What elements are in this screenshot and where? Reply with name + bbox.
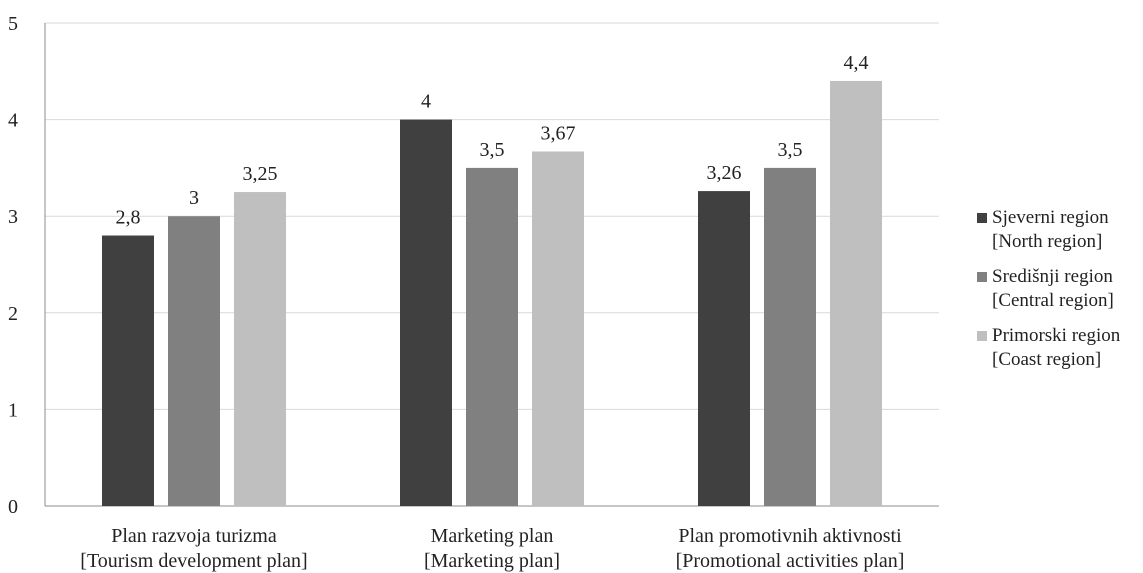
y-tick-label: 2 <box>8 303 18 325</box>
legend-item-coast: Primorski region [Coast region] <box>976 324 1143 372</box>
legend-swatch-coast <box>977 331 987 341</box>
legend-label-north: Sjeverni region <box>992 207 1109 228</box>
data-label: 3,5 <box>480 139 505 161</box>
bar <box>168 216 220 506</box>
category-label: [Promotional activities plan] <box>676 550 905 572</box>
chart-legend: Sjeverni region [North region] Središnji… <box>976 206 1143 383</box>
category-label: Plan razvoja turizma <box>111 525 277 547</box>
bar <box>400 119 452 506</box>
data-label: 3,5 <box>778 139 803 161</box>
legend-item-central: Središnji region [Central region] <box>976 265 1143 313</box>
category-label: [Tourism development plan] <box>80 550 307 572</box>
bar <box>830 80 882 507</box>
category-label: Plan promotivnih aktivnosti <box>678 525 902 547</box>
data-label: 4 <box>421 91 431 113</box>
y-tick-label: 0 <box>8 496 18 518</box>
data-label: 3 <box>189 187 199 209</box>
data-label: 2,8 <box>116 207 141 229</box>
bar <box>698 191 750 507</box>
legend-item-north: Sjeverni region [North region] <box>976 206 1143 254</box>
legend-swatch-central <box>977 272 987 282</box>
bar <box>466 167 518 506</box>
legend-label-coast: Primorski region <box>992 325 1121 346</box>
legend-label-north-en: [North region] <box>992 231 1103 252</box>
bar <box>764 167 816 506</box>
legend-swatch-north <box>977 213 987 223</box>
bar <box>532 151 584 506</box>
legend-label-central-en: [Central region] <box>992 290 1114 311</box>
legend-label-central: Središnji region <box>992 266 1113 287</box>
category-label: [Marketing plan] <box>424 550 560 572</box>
legend-label-coast-en: [Coast region] <box>992 349 1102 370</box>
y-tick-label: 4 <box>8 110 18 132</box>
data-label: 3,67 <box>541 122 576 144</box>
category-label: Marketing plan <box>431 525 554 547</box>
bar <box>234 192 286 507</box>
bar <box>102 235 154 506</box>
data-label: 4,4 <box>844 52 869 74</box>
y-tick-label: 3 <box>8 206 18 228</box>
data-label: 3,25 <box>243 163 278 185</box>
y-tick-label: 1 <box>8 399 18 421</box>
data-label: 3,26 <box>707 162 742 184</box>
y-tick-label: 5 <box>8 13 18 35</box>
